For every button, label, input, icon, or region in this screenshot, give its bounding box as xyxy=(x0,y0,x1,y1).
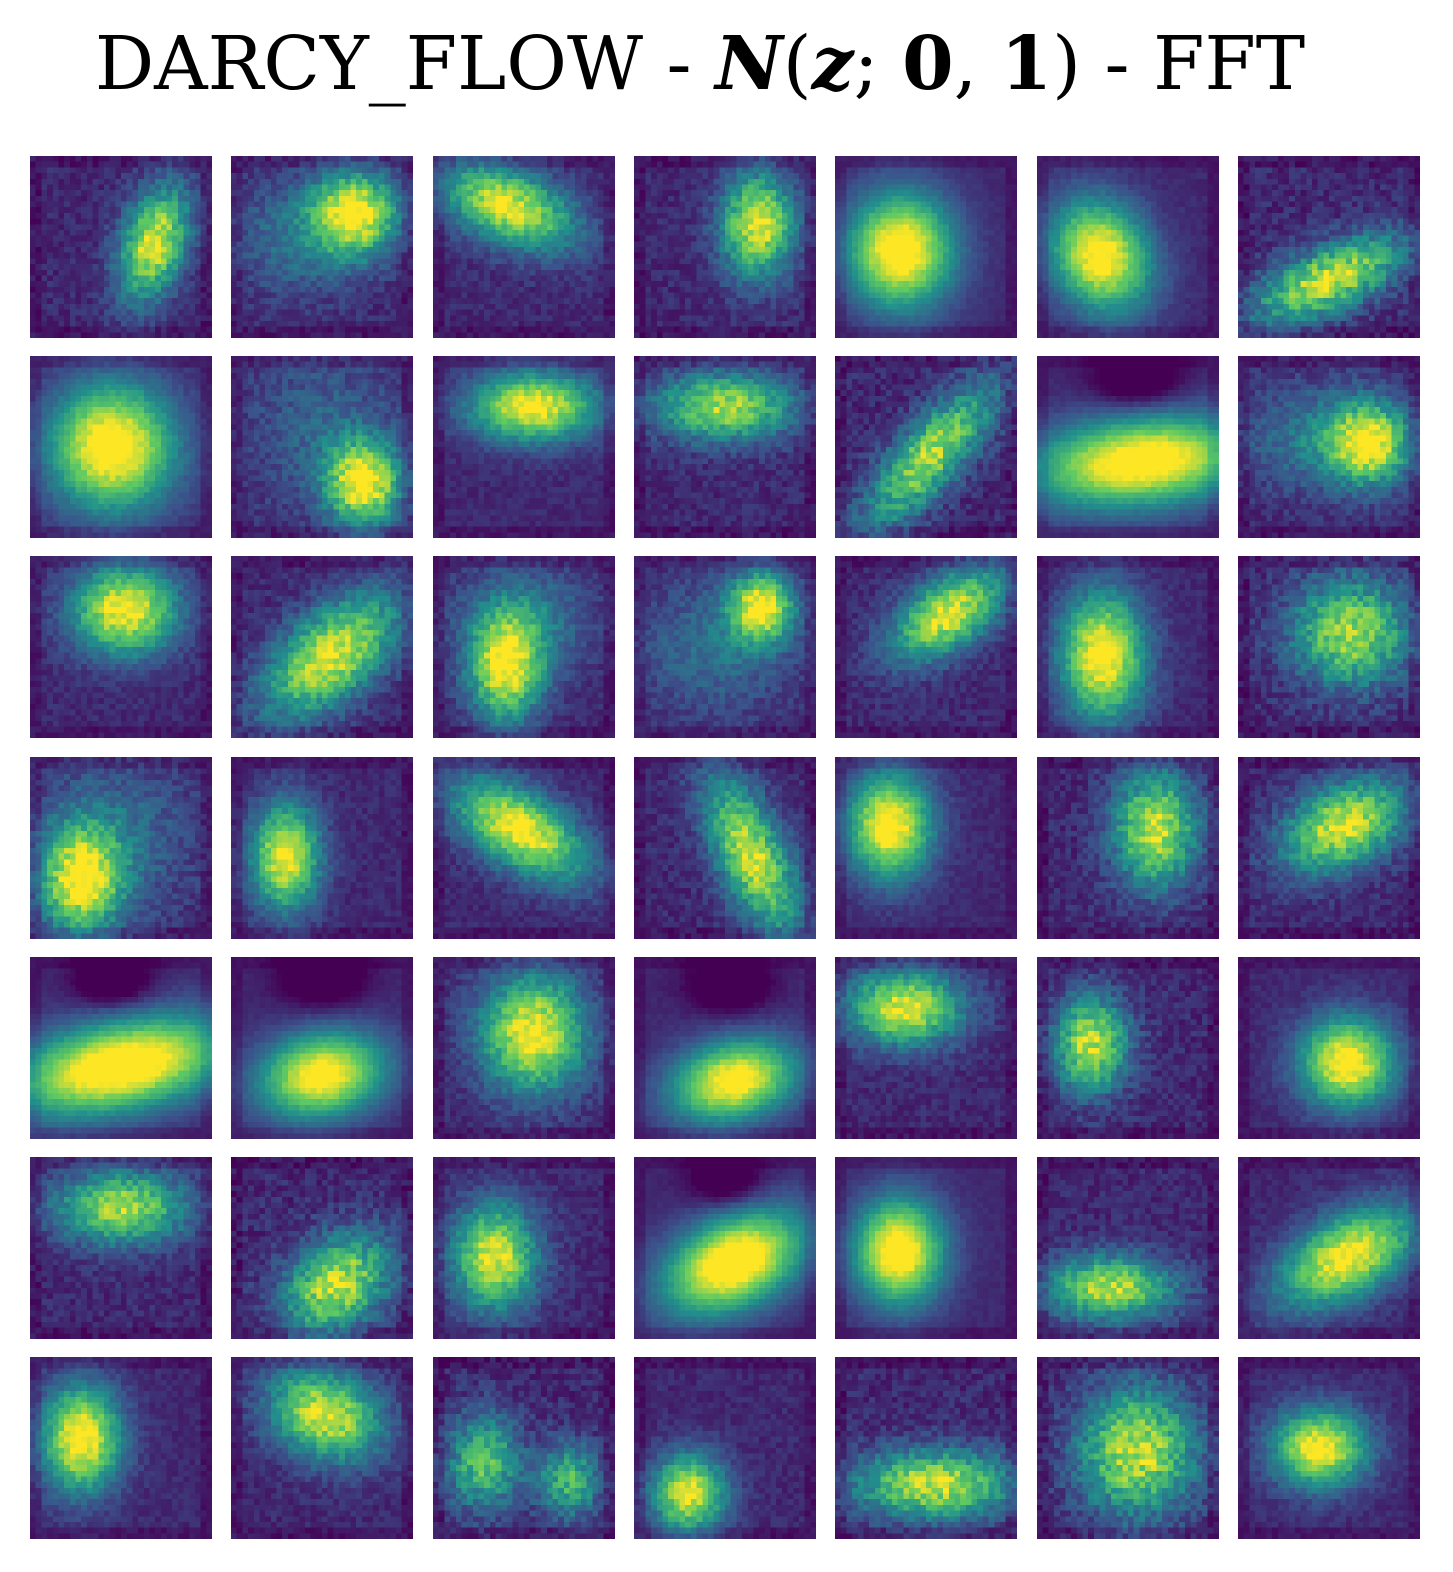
heatmap-panel-r5-c7 xyxy=(1238,957,1420,1139)
heatmap-panel-r5-c1 xyxy=(30,957,212,1139)
heatmap-panel-r2-c5 xyxy=(835,356,1017,538)
heatmap-panel-r3-c7 xyxy=(1238,556,1420,738)
chart-title: DARCY_FLOW - N(z; 0, 1) - FFT xyxy=(0,14,1400,114)
heatmap-panel-r2-c2 xyxy=(231,356,413,538)
heatmap-panel-r3-c2 xyxy=(231,556,413,738)
title-mean: 0 xyxy=(902,21,954,107)
heatmap-panel-r4-c2 xyxy=(231,757,413,939)
title-comma: , xyxy=(953,21,978,107)
heatmap-panel-r1-c7 xyxy=(1238,156,1420,338)
heatmap-panel-r4-c6 xyxy=(1037,757,1219,939)
heatmap-panel-r3-c5 xyxy=(835,556,1017,738)
title-covariance: 1 xyxy=(1000,21,1053,107)
heatmap-panel-r6-c3 xyxy=(433,1157,615,1339)
heatmap-panel-r7-c6 xyxy=(1037,1357,1219,1539)
heatmap-panel-r4-c7 xyxy=(1238,757,1420,939)
heatmap-panel-r7-c7 xyxy=(1238,1357,1420,1539)
heatmap-panel-r5-c4 xyxy=(634,957,816,1139)
heatmap-panel-r6-c6 xyxy=(1037,1157,1219,1339)
title-open-paren: ( xyxy=(782,21,812,107)
title-separator-1: - xyxy=(643,21,716,107)
heatmap-panel-r1-c2 xyxy=(231,156,413,338)
heatmap-panel-r4-c4 xyxy=(634,757,816,939)
title-dataset: DARCY_FLOW xyxy=(94,21,644,107)
title-semicolon: ; xyxy=(853,21,879,107)
heatmap-panel-r4-c1 xyxy=(30,757,212,939)
title-distribution-symbol: N xyxy=(715,21,783,107)
heatmap-panel-r3-c4 xyxy=(634,556,816,738)
heatmap-panel-r6-c4 xyxy=(634,1157,816,1339)
heatmap-panel-r7-c3 xyxy=(433,1357,615,1539)
heatmap-panel-r2-c6 xyxy=(1037,356,1219,538)
heatmap-panel-r1-c4 xyxy=(634,156,816,338)
heatmap-panel-r5-c5 xyxy=(835,957,1017,1139)
heatmap-panel-r1-c5 xyxy=(835,156,1017,338)
heatmap-panel-r6-c7 xyxy=(1238,1157,1420,1339)
heatmap-panel-r6-c2 xyxy=(231,1157,413,1339)
heatmap-panel-r5-c2 xyxy=(231,957,413,1139)
heatmap-panel-r2-c7 xyxy=(1238,356,1420,538)
heatmap-panel-r2-c4 xyxy=(634,356,816,538)
title-variable: z xyxy=(811,21,854,107)
title-separator-2: - xyxy=(1081,21,1154,107)
heatmap-panel-r3-c3 xyxy=(433,556,615,738)
heatmap-panel-r1-c6 xyxy=(1037,156,1219,338)
heatmap-panel-r5-c3 xyxy=(433,957,615,1139)
heatmap-panel-r6-c1 xyxy=(30,1157,212,1339)
heatmap-panel-r1-c3 xyxy=(433,156,615,338)
heatmap-panel-r6-c5 xyxy=(835,1157,1017,1339)
heatmap-panel-r1-c1 xyxy=(30,156,212,338)
heatmap-panel-r7-c1 xyxy=(30,1357,212,1539)
title-close-paren: ) xyxy=(1052,21,1082,107)
heatmap-panel-r3-c1 xyxy=(30,556,212,738)
heatmap-panel-r7-c2 xyxy=(231,1357,413,1539)
heatmap-panel-r4-c3 xyxy=(433,757,615,939)
heatmap-panel-r7-c5 xyxy=(835,1357,1017,1539)
heatmap-panel-r7-c4 xyxy=(634,1357,816,1539)
heatmap-panel-r2-c3 xyxy=(433,356,615,538)
heatmap-panel-r5-c6 xyxy=(1037,957,1219,1139)
heatmap-panel-r3-c6 xyxy=(1037,556,1219,738)
heatmap-panel-r4-c5 xyxy=(835,757,1017,939)
title-method: FFT xyxy=(1153,21,1306,107)
heatmap-panel-r2-c1 xyxy=(30,356,212,538)
